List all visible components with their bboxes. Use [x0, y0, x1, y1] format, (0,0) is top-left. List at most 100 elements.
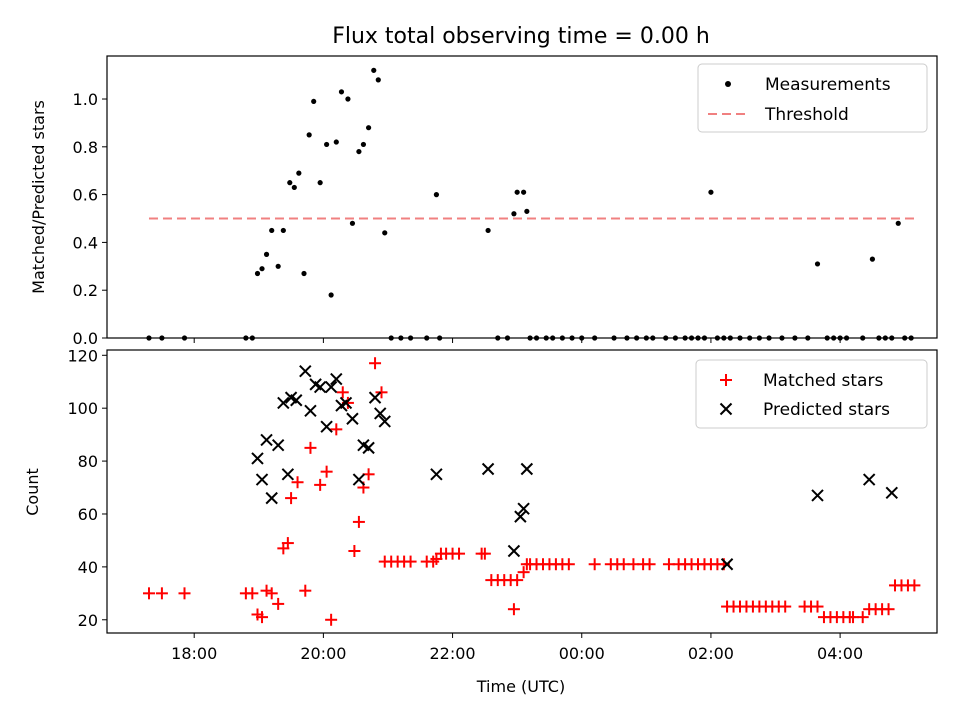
predicted-star-point [378, 415, 391, 428]
predicted-star-point [346, 412, 359, 425]
predicted-stars-points [251, 364, 898, 571]
matched-star-point [507, 603, 520, 616]
measurement-point [249, 335, 255, 341]
measurement-point [714, 335, 720, 341]
bottom-y-tick-label: 60 [78, 505, 98, 524]
bottom-y-tick-label: 40 [78, 558, 98, 577]
measurement-point [688, 335, 695, 341]
predicted-star-point [811, 489, 824, 502]
measurement-point [259, 266, 265, 272]
matched-stars-points [142, 357, 921, 626]
measurement-point [721, 335, 727, 341]
measurement-point [433, 192, 440, 198]
predicted-star-point [304, 404, 317, 418]
top-y-axis-label: Matched/Predicted stars [29, 100, 48, 294]
bottom-axes-frame [106, 349, 938, 634]
measurement-point [792, 335, 798, 341]
measurement-point [831, 335, 837, 341]
bottom-y-tick-label: 100 [67, 399, 98, 418]
measurement-point [521, 189, 527, 195]
measurement-point [437, 335, 443, 341]
matched-star-point [404, 555, 417, 568]
measurement-point [650, 335, 656, 341]
x-axis-label: Time (UTC) [476, 677, 565, 696]
matched-star-point [272, 597, 285, 610]
measurement-point [527, 335, 533, 341]
matched-star-point [562, 558, 575, 571]
matched-star-point [352, 515, 365, 528]
measurement-point [843, 335, 850, 341]
measurement-point [333, 139, 339, 145]
measurement-point [495, 335, 501, 341]
measurement-point [779, 335, 785, 341]
matched-star-point [260, 584, 273, 597]
measurement-point [860, 335, 866, 341]
predicted-star-point [720, 558, 734, 571]
measurement-point [708, 189, 714, 195]
measurement-point [375, 77, 381, 83]
legend-measurements-marker [725, 81, 731, 87]
matched-star-point [779, 600, 792, 613]
measurement-point [287, 180, 293, 186]
measurement-point [902, 335, 908, 341]
predicted-star-point [299, 364, 312, 378]
matched-star-point [882, 603, 895, 616]
matched-star-point [511, 574, 524, 587]
bottom-x-tick-label: 04:00 [817, 644, 863, 663]
matched-star-point [314, 478, 327, 491]
top-y-tick-label: 0.4 [73, 233, 98, 252]
matched-star-point [155, 587, 168, 600]
measurement-point [756, 335, 762, 341]
measurement-point [695, 335, 701, 341]
measurement-point [889, 335, 895, 341]
predicted-star-point [339, 396, 353, 410]
predicted-star-point [265, 491, 278, 505]
measurement-point [345, 96, 351, 102]
measurement-point [766, 335, 772, 341]
measurement-point [569, 335, 575, 341]
measurement-point [511, 211, 517, 217]
matched-star-point [304, 441, 317, 454]
measurement-point [876, 335, 882, 341]
measurement-point [424, 335, 430, 341]
measurement-point [349, 220, 356, 226]
predicted-star-point [255, 473, 269, 486]
measurement-point [269, 227, 275, 234]
top-x-ticks [193, 338, 841, 343]
top-y-tick-label: 0.0 [73, 329, 98, 348]
predicted-star-point [514, 510, 527, 523]
measurement-point [291, 184, 297, 191]
measurement-point [159, 335, 165, 341]
measurement-point [592, 335, 598, 341]
measurement-point [504, 335, 511, 341]
matched-star-point [256, 611, 269, 624]
measurement-point [643, 335, 649, 341]
measurement-point [324, 141, 330, 148]
bottom-x-tick-label: 20:00 [300, 644, 346, 663]
matched-star-point [453, 547, 466, 560]
bottom-y-axis-label: Count [23, 468, 42, 516]
matched-star-point [246, 587, 259, 600]
measurement-point [663, 335, 669, 341]
predicted-star-point [324, 380, 338, 394]
bottom-panel: 20 40 60 80 100 120 18:00 20:00 22:00 00:00 02:00… [23, 346, 938, 696]
measurement-point [514, 189, 520, 195]
bottom-y-tick-label: 120 [67, 346, 98, 365]
measurement-point [263, 251, 270, 257]
bottom-x-tick-label: 02:00 [688, 644, 734, 663]
predicted-star-point [251, 452, 264, 465]
predicted-star-point [290, 394, 303, 407]
bottom-x-tick-label: 22:00 [430, 644, 476, 663]
measurement-point [824, 335, 830, 341]
predicted-star-point [313, 380, 327, 394]
measurement-point [869, 256, 876, 262]
measurement-point [382, 230, 388, 236]
bottom-y-tick-label: 20 [78, 611, 98, 630]
measurement-point [701, 335, 708, 341]
predicted-star-point [320, 420, 333, 433]
matched-star-point [281, 537, 294, 550]
measurement-point [837, 335, 843, 341]
predicted-star-point [430, 468, 443, 481]
measurement-point [275, 263, 281, 269]
